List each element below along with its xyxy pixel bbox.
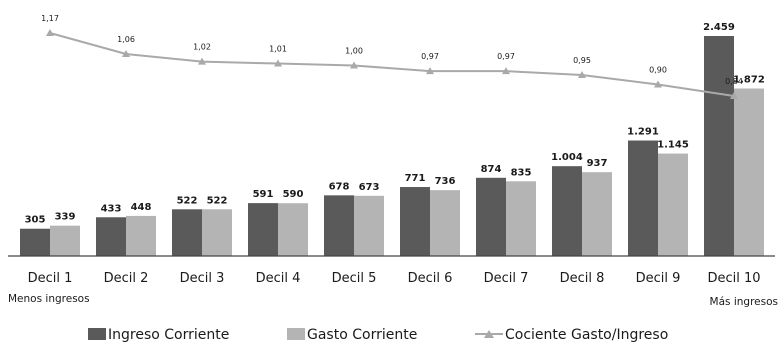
category-label: Decil 6 <box>408 271 453 286</box>
ratio-label: 1,17 <box>41 14 59 23</box>
ratio-marker <box>350 61 358 69</box>
bar-ingreso <box>96 217 126 256</box>
bar-gasto <box>278 203 308 256</box>
ratio-marker <box>578 71 586 78</box>
data-label-ingreso: 2.459 <box>703 22 735 33</box>
legend-swatch-ingreso <box>88 328 106 340</box>
bar-layer <box>20 36 764 257</box>
ratio-marker <box>122 50 130 57</box>
data-label-ingreso: 522 <box>177 195 198 206</box>
ratio-marker <box>274 59 282 67</box>
bar-ingreso <box>704 36 734 256</box>
bar-ingreso <box>20 228 50 256</box>
legend-swatch-cociente-marker <box>484 330 494 338</box>
data-label-ingreso: 1.004 <box>551 152 583 163</box>
bar-ingreso <box>324 195 354 256</box>
bar-gasto <box>202 209 232 256</box>
bar-ingreso <box>248 203 278 256</box>
data-label-gasto: 937 <box>587 158 608 169</box>
data-label-gasto: 590 <box>283 189 304 200</box>
ratio-label: 0,90 <box>649 66 667 75</box>
data-label-ingreso: 874 <box>481 164 502 175</box>
ratio-marker <box>730 92 738 99</box>
data-label-ingreso: 305 <box>25 215 46 226</box>
data-label-gasto: 736 <box>435 176 456 187</box>
ratio-label: 1,02 <box>193 43 211 52</box>
bar-ingreso <box>476 177 506 256</box>
legend-label-gasto: Gasto Corriente <box>307 327 417 343</box>
legend-label-ingreso: Ingreso Corriente <box>108 327 229 343</box>
ratio-marker <box>502 67 510 75</box>
data-label-gasto: 673 <box>359 182 380 193</box>
data-label-gasto: 835 <box>511 167 532 178</box>
ratio-marker <box>654 80 662 88</box>
data-label-gasto: 1.872 <box>733 75 765 86</box>
data-label-ingreso: 771 <box>405 173 426 184</box>
bar-ingreso <box>400 187 430 256</box>
bar-ingreso <box>552 166 582 256</box>
ratio-line-layer <box>46 29 738 99</box>
data-label-gasto: 522 <box>207 195 228 206</box>
data-label-gasto: 1.145 <box>657 140 689 151</box>
data-label-ingreso: 433 <box>101 203 122 214</box>
bar-gasto <box>658 153 688 256</box>
bar-gasto <box>506 181 536 256</box>
bar-ingreso <box>628 140 658 256</box>
ratio-label: 0,97 <box>421 52 439 61</box>
category-label: Decil 3 <box>180 271 225 286</box>
bar-gasto <box>582 172 612 256</box>
legend: Ingreso Corriente Gasto Corriente Cocien… <box>88 327 668 343</box>
category-label: Decil 10 <box>707 271 760 286</box>
bar-gasto <box>126 215 156 256</box>
bar-ingreso <box>172 209 202 256</box>
category-label: Decil 2 <box>104 271 149 286</box>
ratio-label: 0,97 <box>497 52 515 61</box>
category-layer: Decil 1 Decil 2 Decil 3 Decil 4 Decil 5 Decil… <box>28 271 761 286</box>
sublabel-mas-ingresos: Más ingresos <box>710 296 778 308</box>
category-label: Decil 8 <box>560 271 605 286</box>
legend-swatch-gasto <box>287 328 305 340</box>
bar-gasto <box>50 225 80 256</box>
ratio-label: 0,84 <box>725 77 743 86</box>
data-label-gasto: 339 <box>55 212 76 223</box>
category-label: Decil 4 <box>256 271 301 286</box>
sublabel-menos-ingresos: Menos ingresos <box>8 293 90 305</box>
bar-gasto <box>430 190 460 256</box>
data-label-ingreso: 678 <box>329 181 350 192</box>
legend-label-cociente: Cociente Gasto/Ingreso <box>505 327 668 343</box>
category-label: Decil 5 <box>332 271 377 286</box>
ratio-marker <box>46 29 54 36</box>
bar-gasto <box>354 195 384 256</box>
ratio-line <box>49 32 735 97</box>
category-label: Decil 7 <box>484 271 529 286</box>
label-layer: 305 339 433 448 522 522 591 590 678 673 771 736 874 8… <box>25 14 765 226</box>
ratio-label: 1,06 <box>117 35 135 44</box>
ratio-label: 0,95 <box>573 56 591 65</box>
category-label: Decil 9 <box>636 271 681 286</box>
ratio-label: 1,01 <box>269 45 287 54</box>
data-label-ingreso: 591 <box>253 189 274 200</box>
data-label-ingreso: 1.291 <box>627 126 659 137</box>
bar-gasto <box>734 88 764 257</box>
ratio-marker <box>426 67 434 75</box>
ratio-label: 1,00 <box>345 46 363 55</box>
data-label-gasto: 448 <box>131 202 152 213</box>
category-label: Decil 1 <box>28 271 73 286</box>
ratio-marker <box>198 57 206 65</box>
